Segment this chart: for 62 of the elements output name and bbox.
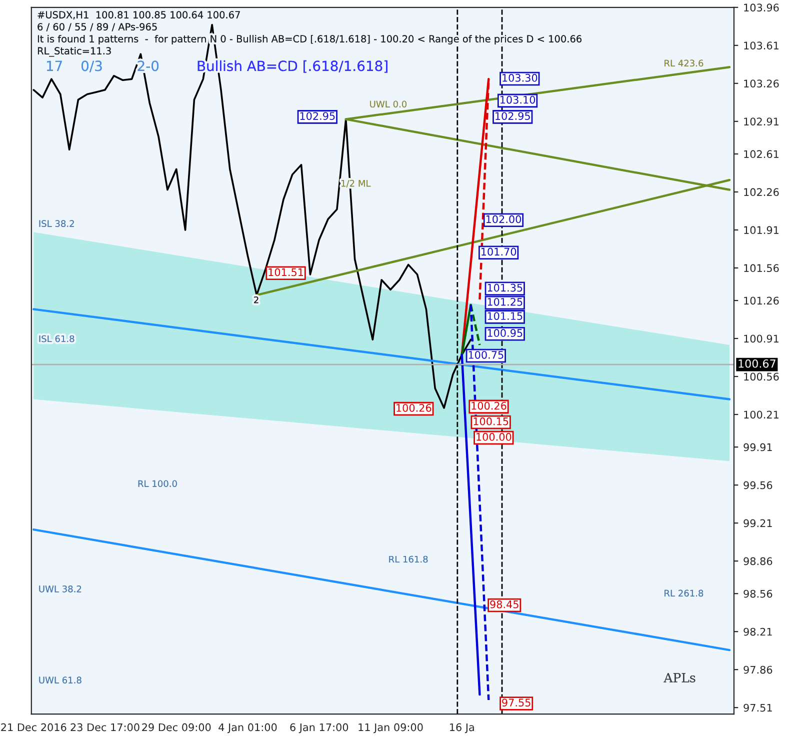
y-tick-label: 101.26 [744,296,779,305]
annotation: APLs [664,673,696,682]
annotation: 97.55 [502,698,530,707]
y-tick-label: 97.86 [744,666,772,674]
annotation: 98.45 [490,600,518,608]
y-tick-label: 97.51 [744,704,772,712]
annotation: RL 100.0 [138,480,177,488]
x-tick-label: 11 Jan 09:00 [358,723,423,734]
y-tick-label: 98.21 [744,628,772,636]
y-tick-label: 100.56 [744,372,779,381]
annotation: RL 423.6 [664,60,704,67]
annotation: 100.00 [476,432,512,441]
annotation: 102.95 [496,112,530,120]
annotation: 17 [46,60,62,71]
annotation: 103.10 [500,96,536,104]
y-tick-label: 102.26 [744,188,779,196]
annotation: 102.00 [486,215,522,224]
x-tick-label: 29 Dec 09:00 [142,723,211,732]
annotation: 0/3 [81,60,102,72]
annotation: 100.26 [396,404,432,412]
y-tick-label: 99.21 [744,519,772,528]
y-tick-label: 100.21 [744,410,778,419]
x-tick-label: 16 Ja [450,723,474,734]
y-tick-label: 101.91 [744,226,778,234]
y-tick-label: 98.86 [744,557,772,566]
annotation: 101.35 [488,284,522,292]
annotation: 100.95 [488,329,522,337]
annotation: 103.30 [502,74,538,82]
x-tick-label: 4 Jan 01:00 [218,723,277,734]
annotation: 100.75 [468,350,504,359]
annotation: 100.15 [474,417,508,426]
y-tick-label: 100.91 [744,334,778,343]
y-tick-label: 99.91 [744,443,772,452]
y-tick-label: 102.91 [744,118,778,126]
x-tick-label: 6 Jan 17:00 [290,723,348,734]
annotation: UWL 0.0 [370,100,407,108]
annotation: 101.70 [481,248,516,256]
y-tick-label: 103.61 [744,42,778,50]
ref-line-label: 100.67 [738,359,776,368]
annotation: ISL 38.2 [39,220,74,227]
x-tick-label: 23 Dec 17:00 [70,723,140,732]
annotation: 101.25 [488,298,522,306]
annotation: ISL 61.8 [39,335,74,342]
annotation: UWL 61.8 [39,676,82,684]
annotation: 6 / 60 / 55 / 89 / APs-965 [38,23,157,32]
y-tick-label: 103.26 [744,80,779,88]
annotation: RL_Static=11.3 [38,46,111,57]
y-tick-label: 102.61 [744,150,778,158]
annotation: 101.51 [268,268,304,276]
annotation: 2 [254,296,258,304]
annotation: 102.95 [300,112,335,120]
x-tick-label: 21 Dec 2016 [1,723,66,732]
y-tick-label: 101.56 [744,264,779,272]
annotation: RL 161.8 [389,556,428,563]
annotation: 100.26 [472,402,506,410]
annotation: 101.15 [488,312,522,320]
annotation: UWL 38.2 [39,586,82,592]
annotation: #USDX,H1 100.81 100.85 100.64 100.67 [38,11,240,20]
y-tick-label: 98.56 [744,590,772,598]
y-tick-label: 103.96 [744,4,779,12]
y-tick-label: 99.56 [744,481,772,490]
annotation: RL 261.8 [664,590,704,597]
